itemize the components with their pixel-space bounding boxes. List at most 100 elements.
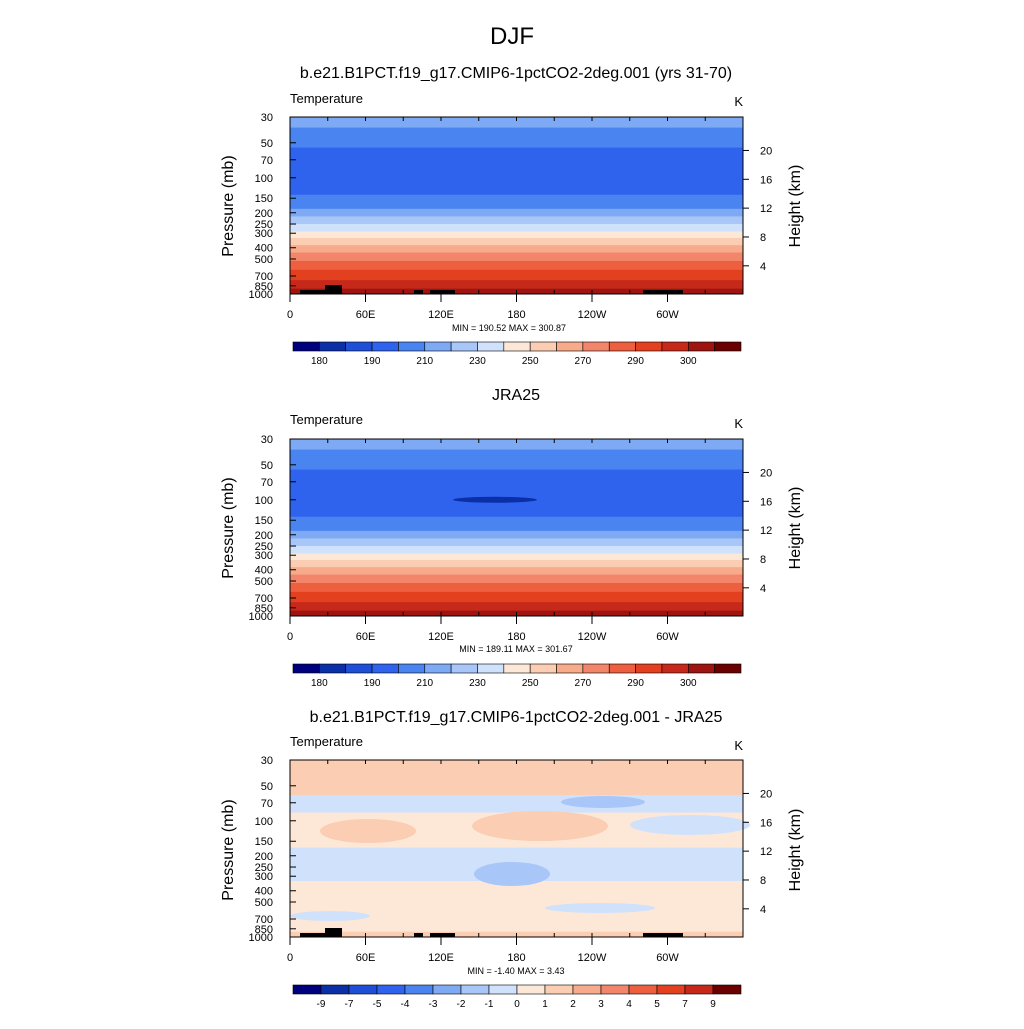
height-tick-label: 16 xyxy=(760,817,772,829)
x-tick-label: 120W xyxy=(578,309,607,321)
panel-plot: 3050701001502002503004005007008501000201… xyxy=(249,434,773,689)
y-tick-label: 400 xyxy=(255,886,273,898)
y-tick-label: 1000 xyxy=(249,289,273,301)
y-tick-label: 50 xyxy=(261,460,273,472)
colorbar-swatch xyxy=(556,341,584,352)
x-tick-label: 0 xyxy=(287,952,293,964)
contour-band xyxy=(290,147,743,196)
topography-mask xyxy=(430,290,455,294)
contour-band xyxy=(290,231,743,239)
contour-blob xyxy=(474,862,550,886)
height-tick-label: 4 xyxy=(760,904,766,916)
contour-band xyxy=(290,238,743,246)
colorbar-swatch xyxy=(712,984,742,995)
height-tick-label: 8 xyxy=(760,554,766,566)
contour-blob xyxy=(290,911,370,921)
variable-label: Temperature xyxy=(290,734,363,749)
y-tick-label: 1000 xyxy=(249,932,273,944)
contour-blob xyxy=(472,811,608,841)
y-tick-label: 700 xyxy=(255,914,273,926)
y-axis-label: Pressure (mb) xyxy=(220,477,237,578)
y-tick-label: 100 xyxy=(255,816,273,828)
x-tick-label: 60W xyxy=(656,309,679,321)
height-tick-label: 8 xyxy=(760,232,766,244)
contour-blob xyxy=(453,496,537,503)
colorbar-label: 0 xyxy=(514,999,520,1010)
colorbar-swatch xyxy=(503,663,531,674)
height-tick-label: 12 xyxy=(760,203,772,215)
y-tick-label: 250 xyxy=(255,862,273,874)
height-tick-label: 4 xyxy=(760,261,766,273)
panel-title: b.e21.B1PCT.f19_g17.CMIP6-1pctCO2-2deg.0… xyxy=(310,709,723,726)
x-tick-label: 60W xyxy=(656,631,679,643)
colorbar-swatch xyxy=(572,984,602,995)
contour-band xyxy=(290,245,743,254)
x-tick-label: 60W xyxy=(656,952,679,964)
x-tick-label: 120W xyxy=(578,631,607,643)
colorbar-swatch xyxy=(582,663,610,674)
colorbar-label: 250 xyxy=(522,678,539,689)
colorbar-swatch xyxy=(661,663,689,674)
y-tick-label: 150 xyxy=(255,836,273,848)
contour-band xyxy=(290,216,743,225)
y-tick-label: 250 xyxy=(255,219,273,231)
y-tick-label: 70 xyxy=(261,477,273,489)
height-tick-label: 16 xyxy=(760,174,772,186)
contour-band xyxy=(290,194,743,210)
colorbar-label: 230 xyxy=(469,356,486,367)
colorbar-label: 2 xyxy=(570,999,576,1010)
units-label: K xyxy=(734,416,743,431)
colorbar-swatch xyxy=(319,341,347,352)
colorbar-swatch xyxy=(687,663,715,674)
stats-label: MIN = 190.52 MAX = 300.87 xyxy=(452,323,566,333)
contour-band xyxy=(290,602,743,612)
colorbar-label: 300 xyxy=(680,356,697,367)
y-tick-label: 700 xyxy=(255,271,273,283)
colorbar-label: 270 xyxy=(575,678,592,689)
contour-band xyxy=(290,560,743,568)
contour-band xyxy=(290,538,743,547)
y-tick-label: 300 xyxy=(255,228,273,240)
y-tick-label: 400 xyxy=(255,243,273,255)
contour-band xyxy=(290,449,743,471)
colorbar-swatch xyxy=(714,663,742,674)
colorbar-label: 210 xyxy=(416,678,433,689)
y-tick-label: 150 xyxy=(255,193,273,205)
contour-band xyxy=(290,117,743,129)
x-tick-label: 180 xyxy=(507,309,525,321)
contour-blob xyxy=(330,795,550,809)
colorbar-swatch xyxy=(600,984,630,995)
panel-reference: JRA25 Temperature K Pressure (mb) Height… xyxy=(220,387,804,689)
y-axis-label-right: Height (km) xyxy=(787,165,804,248)
y-tick-label: 100 xyxy=(255,173,273,185)
colorbar-swatch xyxy=(684,984,714,995)
height-tick-label: 4 xyxy=(760,583,766,595)
topography-mask xyxy=(325,285,342,294)
contour-blob xyxy=(545,903,655,913)
colorbar-label: 5 xyxy=(654,999,660,1010)
colorbar-swatch xyxy=(398,341,426,352)
panel-plot: 3050701001502002503004005007008501000201… xyxy=(249,755,773,1010)
colorbar-label: 7 xyxy=(682,999,688,1010)
colorbar-label: 250 xyxy=(522,356,539,367)
y-axis-label-right: Height (km) xyxy=(787,487,804,570)
stats-label: MIN = -1.40 MAX = 3.43 xyxy=(467,966,564,976)
variable-label: Temperature xyxy=(290,412,363,427)
topography-mask xyxy=(414,290,423,294)
y-tick-label: 700 xyxy=(255,593,273,605)
contour-band xyxy=(290,546,743,555)
colorbar-swatch xyxy=(348,984,378,995)
colorbar-label: 9 xyxy=(710,999,716,1010)
height-tick-label: 12 xyxy=(760,525,772,537)
colorbar-swatch xyxy=(529,663,557,674)
y-tick-label: 150 xyxy=(255,515,273,527)
y-tick-label: 30 xyxy=(261,434,273,446)
colorbar-label: 190 xyxy=(364,356,381,367)
y-tick-label: 200 xyxy=(255,208,273,220)
colorbar-swatch xyxy=(432,984,462,995)
y-tick-label: 30 xyxy=(261,112,273,124)
contour-band xyxy=(290,530,743,539)
colorbar-label: 290 xyxy=(627,678,644,689)
colorbar: -9 -7 -5 -4 -3 -2 -1 0 1 2 3 4 5 7 9 xyxy=(292,984,742,1010)
